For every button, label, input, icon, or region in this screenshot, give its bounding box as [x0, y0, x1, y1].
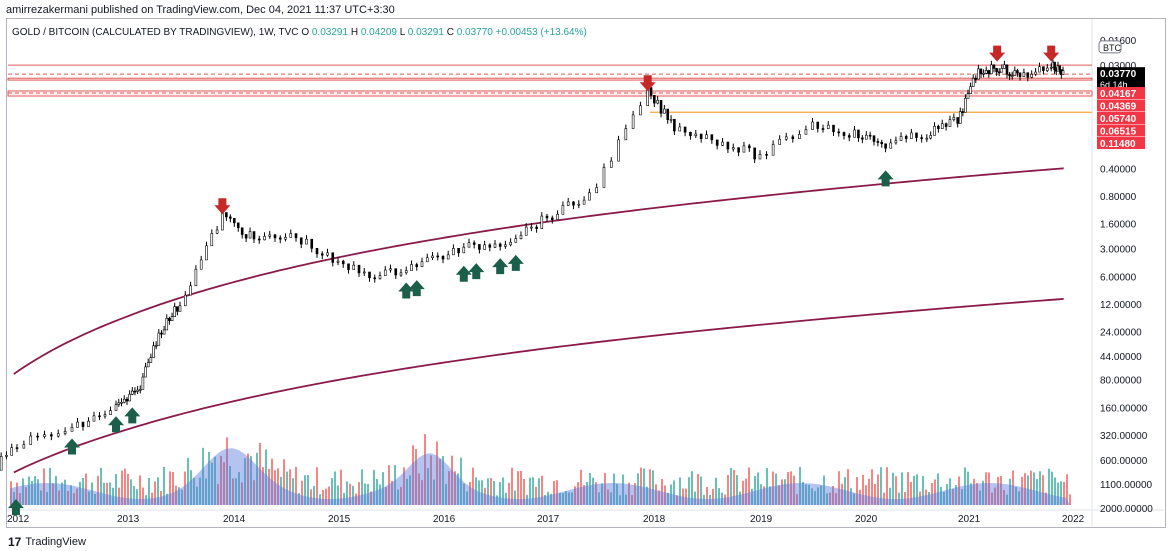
- low-label: L: [399, 27, 405, 38]
- published-caption: amirrezakermani published on TradingView…: [6, 4, 395, 16]
- high-value: 0.04209: [360, 27, 397, 38]
- tradingview-footer: 17 TradingView: [8, 535, 86, 549]
- change-value: +0.00453 (+13.64%): [495, 27, 587, 38]
- chart-frame[interactable]: [6, 18, 1166, 528]
- close-label: C: [446, 27, 454, 38]
- symbol-legend: GOLD / BITCOIN (CALCULATED BY TRADINGVIE…: [12, 27, 587, 38]
- close-value: 0.03770: [456, 27, 493, 38]
- open-value: 0.03291: [311, 27, 349, 38]
- tradingview-brand: TradingView: [25, 536, 86, 548]
- low-value: 0.03291: [407, 27, 444, 38]
- tradingview-logo: 17: [8, 535, 22, 549]
- high-label: H: [350, 27, 359, 38]
- symbol-title: GOLD / BITCOIN (CALCULATED BY TRADINGVIE…: [12, 27, 299, 38]
- candle-body: [0, 456, 3, 471]
- open-label: O: [301, 27, 310, 38]
